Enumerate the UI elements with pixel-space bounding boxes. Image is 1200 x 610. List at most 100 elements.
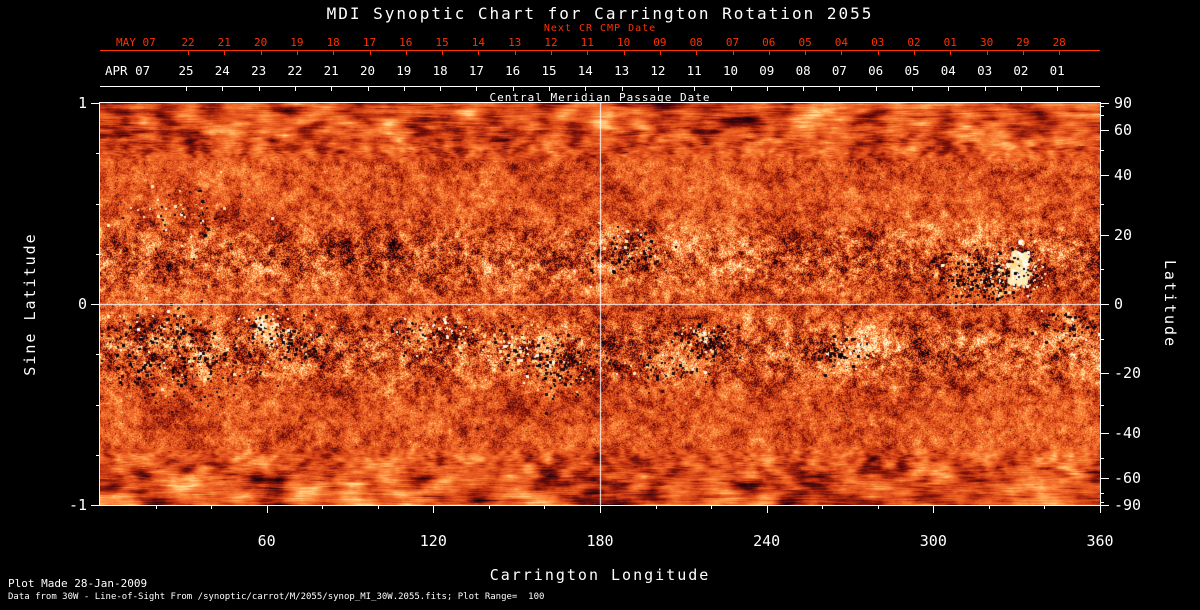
cmp-day-label: 17 [468, 63, 484, 78]
cmp-axis-tick [186, 86, 187, 91]
bottom-tick-label: 240 [753, 532, 781, 550]
right-axis-tick [1100, 373, 1109, 374]
cmp-month-label: APR 07 [105, 63, 151, 78]
cmp-axis-tick [948, 86, 949, 91]
cmp-axis-tick [622, 86, 623, 91]
bottom-axis-tick [1100, 505, 1101, 513]
cmp-axis-tick [476, 86, 477, 91]
next-cr-axis-tick [914, 50, 915, 55]
next-cr-day-label: 07 [725, 36, 740, 49]
next-cr-axis-tick [442, 50, 443, 55]
next-cr-day-label: 05 [798, 36, 812, 49]
left-tick-label: 0 [77, 295, 87, 313]
cmp-day-label: 04 [940, 63, 956, 78]
right-axis-tick [1100, 175, 1109, 176]
bottom-axis-minor-tick [656, 505, 657, 509]
right-tick-label: -60 [1114, 469, 1142, 488]
cmp-axis-tick [876, 86, 877, 91]
next-cr-axis-tick [841, 50, 842, 55]
cmp-day-label: 22 [287, 63, 303, 78]
cmp-day-label: 06 [868, 63, 884, 78]
cmp-day-label: 24 [214, 63, 230, 78]
bottom-tick-label: 300 [919, 532, 947, 550]
next-cr-axis-tick [224, 50, 225, 55]
next-cr-day-label: 02 [907, 36, 921, 49]
right-tick-label: -90 [1114, 496, 1142, 514]
next-cr-axis-tick [733, 50, 734, 55]
right-axis-minor-tick [1100, 493, 1104, 494]
cmp-day-label: 02 [1013, 63, 1029, 78]
right-axis-minor-tick [1100, 204, 1104, 205]
magnetogram-canvas [100, 103, 1100, 505]
right-axis-minor-tick [1100, 269, 1104, 270]
left-axis-minor-tick [96, 354, 100, 355]
next-cr-day-label: 16 [399, 36, 413, 49]
left-axis-minor-tick [96, 153, 100, 154]
bottom-axis-tick [767, 505, 768, 513]
bottom-axis-tick [267, 505, 268, 513]
left-axis-minor-tick [96, 204, 100, 205]
right-axis-tick [1100, 103, 1109, 104]
next-cr-axis-tick [515, 50, 516, 55]
bottom-axis-tick [433, 505, 434, 513]
next-cr-day-label: 12 [544, 36, 558, 49]
next-cr-axis-line [100, 50, 1100, 51]
cmp-axis-label: Central Meridian Passage Date [489, 91, 711, 104]
bottom-axis-minor-tick [711, 505, 712, 509]
next-cr-day-label: 17 [362, 36, 377, 49]
right-axis-minor-tick [1100, 458, 1104, 459]
plot-box [99, 102, 1101, 506]
bottom-axis-minor-tick [322, 505, 323, 509]
cmp-axis-tick [694, 86, 695, 91]
cmp-axis-tick [985, 86, 986, 91]
cmp-axis-tick [912, 86, 913, 91]
next-cr-month-label: MAY 07 [116, 36, 156, 49]
right-tick-label: 20 [1114, 226, 1133, 245]
next-cr-day-label: 19 [290, 36, 304, 49]
cmp-day-label: 01 [1049, 63, 1065, 78]
bottom-tick-label: 180 [586, 532, 614, 550]
right-axis-tick [1100, 478, 1109, 479]
next-cr-axis-tick [370, 50, 371, 55]
cmp-axis-tick [1021, 86, 1022, 91]
right-tick-label: 90 [1114, 94, 1133, 112]
right-tick-label: -40 [1114, 424, 1142, 443]
right-axis-minor-tick [1100, 502, 1104, 503]
left-tick-label: -1 [68, 496, 87, 514]
cmp-axis-tick [295, 86, 296, 91]
next-cr-day-label: 04 [834, 36, 849, 49]
right-tick-label: 40 [1114, 165, 1133, 184]
cmp-day-label: 21 [323, 63, 339, 78]
next-cr-day-label: 20 [253, 36, 268, 49]
bottom-axis-minor-tick [211, 505, 212, 509]
left-axis-tick [91, 103, 100, 104]
cmp-day-label: 20 [359, 63, 376, 78]
next-cr-axis-tick [950, 50, 951, 55]
next-cr-axis-tick [769, 50, 770, 55]
cmp-day-label: 16 [505, 63, 521, 78]
footer-plot-made: Plot Made 28-Jan-2009 [8, 577, 148, 590]
left-axis-tick [91, 505, 100, 506]
next-cr-day-label: 22 [181, 36, 195, 49]
next-cr-day-label: 28 [1052, 36, 1066, 49]
bottom-axis-minor-tick [544, 505, 545, 509]
left-axis-minor-tick [96, 254, 100, 255]
cmp-axis-tick [440, 86, 441, 91]
next-cr-day-label: 13 [508, 36, 522, 49]
cmp-day-label: 07 [831, 63, 847, 78]
bottom-axis-minor-tick [1044, 505, 1045, 509]
cmp-day-label: 05 [904, 63, 920, 78]
bottom-tick-label: 60 [257, 532, 276, 550]
bottom-axis-tick [600, 505, 601, 513]
next-cr-axis-tick [878, 50, 879, 55]
cmp-axis-tick [839, 86, 840, 91]
next-cr-day-label: 10 [616, 36, 631, 49]
cmp-axis-tick [222, 86, 223, 91]
bottom-axis-minor-tick [989, 505, 990, 509]
cmp-day-label: 18 [432, 63, 448, 78]
next-cr-axis-tick [587, 50, 588, 55]
next-cr-day-label: 11 [580, 36, 594, 49]
cmp-day-label: 08 [795, 63, 811, 78]
